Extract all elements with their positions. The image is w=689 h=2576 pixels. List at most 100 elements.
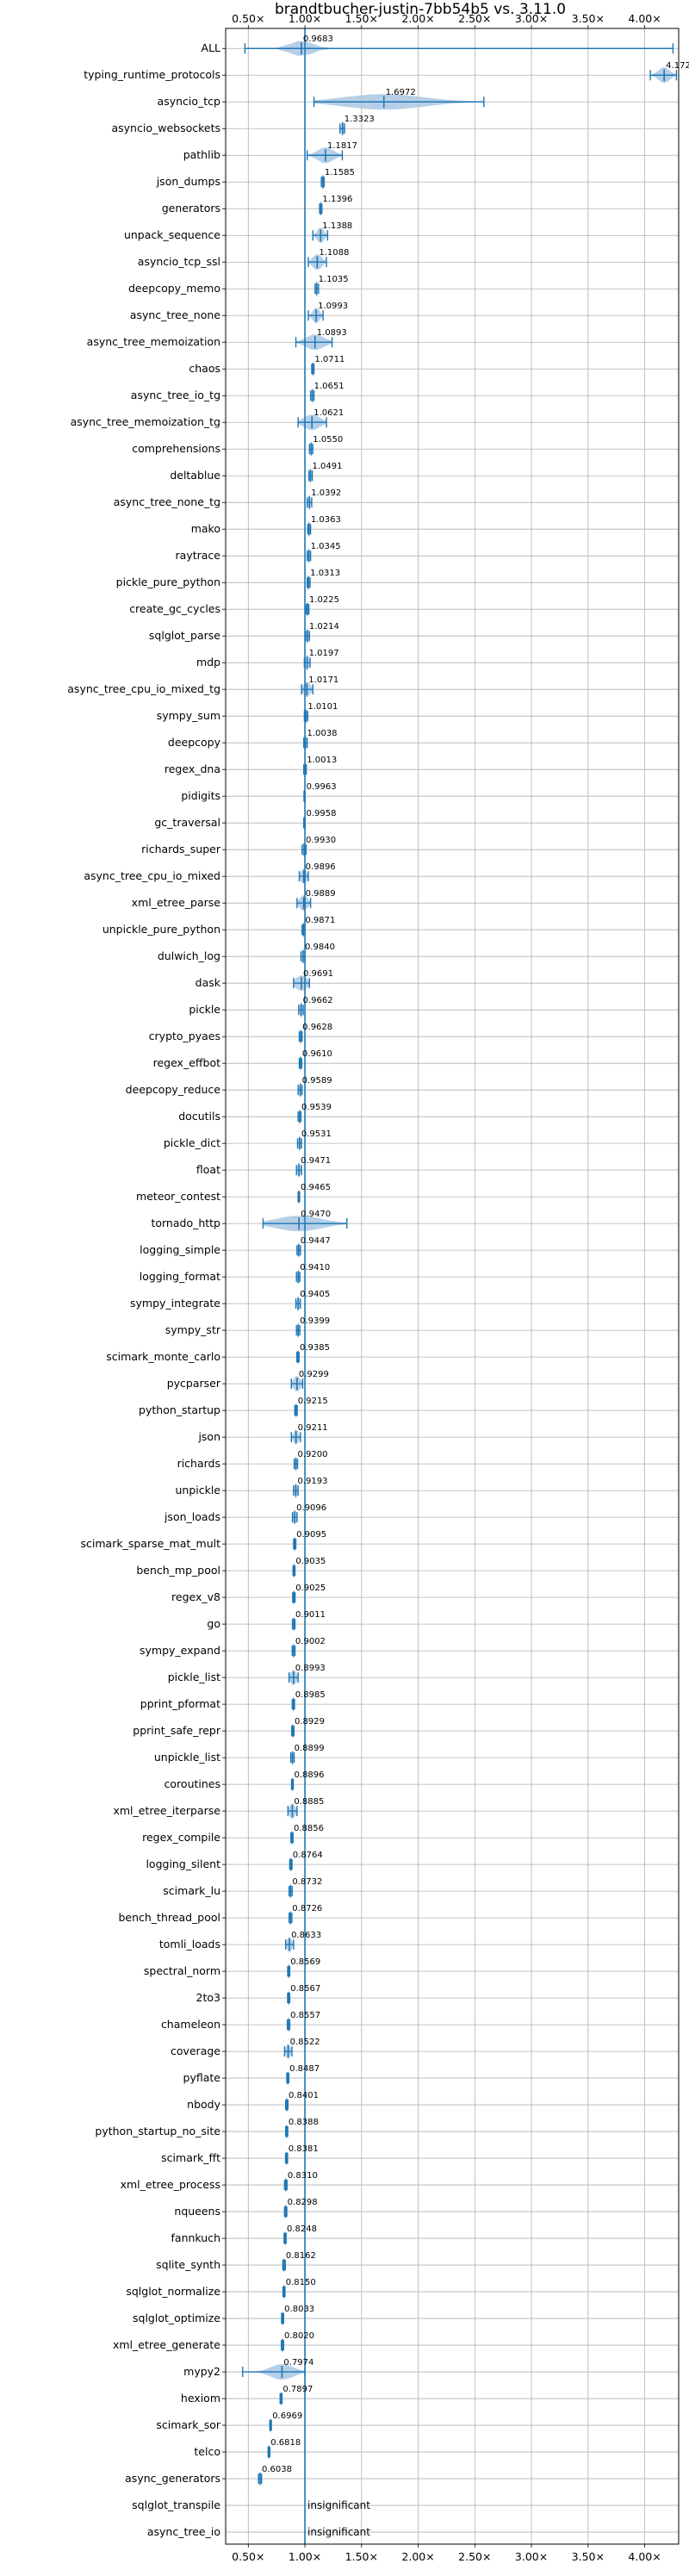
value-label: 0.6038 xyxy=(262,2465,292,2474)
y-tick-label: pickle_list xyxy=(168,1671,220,1683)
value-label: 0.9691 xyxy=(303,969,333,979)
value-label: 0.8150 xyxy=(286,2278,316,2287)
x-tick-label-bottom: 0.50× xyxy=(232,2550,264,2563)
value-label: 0.8381 xyxy=(289,2144,319,2154)
y-tick-label: scimark_fft xyxy=(161,2151,220,2164)
value-label: 0.8929 xyxy=(295,1717,325,1727)
y-tick-label: unpickle_pure_python xyxy=(102,923,220,936)
value-label: 0.8856 xyxy=(294,1824,324,1833)
y-tick-label: json_loads xyxy=(164,1510,220,1523)
value-label: 1.0101 xyxy=(307,702,338,712)
value-label: 0.8310 xyxy=(288,2171,318,2181)
x-tick-label-bottom: 1.50× xyxy=(345,2550,378,2563)
y-tick-label: sqlglot_parse xyxy=(149,629,220,642)
y-tick-label: unpickle xyxy=(175,1484,220,1496)
value-label: 0.8633 xyxy=(291,1931,321,1940)
chart-title: brandtbucher-justin-7bb54b5 vs. 3.11.0 xyxy=(275,1,566,18)
value-label: 0.9200 xyxy=(298,1450,328,1459)
x-tick-label-bottom: 2.50× xyxy=(458,2550,491,2563)
value-label: 1.0621 xyxy=(313,408,344,418)
y-tick-label: async_tree_io xyxy=(147,2525,220,2538)
y-tick-label: float xyxy=(196,1163,220,1176)
y-tick-label: xml_etree_parse xyxy=(132,896,221,909)
y-tick-label: sympy_str xyxy=(165,1323,221,1336)
x-tick-label-top: 0.50× xyxy=(232,12,264,25)
value-label: 0.8726 xyxy=(292,1904,322,1913)
y-tick-label: pickle_dict xyxy=(164,1136,220,1149)
y-tick-label: mako xyxy=(191,522,220,535)
value-label: 0.8248 xyxy=(287,2224,317,2234)
value-label: 0.9840 xyxy=(305,943,335,952)
y-tick-label: scimark_lu xyxy=(163,1884,220,1897)
value-label: 0.8896 xyxy=(295,1770,325,1780)
value-label: 0.7897 xyxy=(282,2385,313,2394)
value-label: 0.9465 xyxy=(301,1183,331,1192)
y-tick-label: deepcopy_reduce xyxy=(126,1083,221,1096)
y-tick-label: python_startup_no_site xyxy=(95,2125,220,2137)
value-label: 0.9470 xyxy=(301,1210,331,1219)
y-tick-label: unpickle_list xyxy=(154,1751,220,1764)
y-tick-label: richards xyxy=(177,1457,220,1470)
value-label: 0.9211 xyxy=(298,1423,328,1433)
value-label: 1.0993 xyxy=(318,302,348,311)
y-tick-label: async_tree_cpu_io_mixed_tg xyxy=(67,682,220,695)
y-tick-label: generators xyxy=(162,202,220,215)
label-layer: 0.9683 ALL 4.1721 typing_runtime_protocols 1… xyxy=(67,34,689,2538)
value-label: 0.6969 xyxy=(272,2411,302,2421)
value-label: 0.9539 xyxy=(301,1103,332,1112)
y-tick-label: ALL xyxy=(202,41,221,54)
value-label: 0.9095 xyxy=(296,1530,326,1540)
y-tick-label: hexiom xyxy=(181,2392,220,2405)
value-label: 1.0491 xyxy=(313,462,343,471)
value-label: 0.8985 xyxy=(295,1690,326,1700)
value-label: 1.0171 xyxy=(308,675,338,685)
value-label: 1.3323 xyxy=(344,115,375,124)
value-label: 0.9193 xyxy=(297,1477,327,1486)
value-label: 1.0651 xyxy=(314,382,344,391)
value-label: 1.0392 xyxy=(311,488,341,498)
y-tick-label: nqueens xyxy=(174,2205,220,2218)
x-tick-label-top: 2.50× xyxy=(458,12,491,25)
value-label: 0.8885 xyxy=(294,1797,324,1807)
y-tick-label: chameleon xyxy=(161,2018,220,2031)
y-tick-label: xml_etree_iterparse xyxy=(113,1804,220,1817)
y-tick-label: pathlib xyxy=(183,148,220,161)
y-tick-label: async_generators xyxy=(125,2472,220,2485)
value-label: 1.0225 xyxy=(309,595,339,605)
value-label: 0.9002 xyxy=(295,1637,326,1646)
y-tick-label: fannkuch xyxy=(171,2231,220,2244)
value-label: 0.9531 xyxy=(301,1129,332,1139)
y-tick-label: spectral_norm xyxy=(144,1964,220,1977)
value-label: 0.9447 xyxy=(301,1236,331,1246)
value-label: 0.9385 xyxy=(300,1343,330,1353)
x-tick-label-bottom: 3.50× xyxy=(572,2550,605,2563)
y-tick-label: deepcopy xyxy=(168,736,221,749)
y-tick-label: sqlglot_optimize xyxy=(133,2312,220,2324)
y-tick-label: pickle xyxy=(189,1003,220,1016)
y-tick-label: json_dumps xyxy=(156,175,220,188)
y-tick-label: coroutines xyxy=(164,1777,220,1790)
y-tick-label: deepcopy_memo xyxy=(128,282,220,295)
value-label: 1.0711 xyxy=(314,355,344,364)
y-tick-label: mypy2 xyxy=(183,2365,220,2378)
y-tick-label: xml_etree_generate xyxy=(113,2338,220,2351)
x-tick-label-bottom: 2.00× xyxy=(401,2550,434,2563)
value-label: 0.8567 xyxy=(290,1984,320,1994)
value-label: 0.6818 xyxy=(270,2438,301,2448)
y-tick-label: richards_super xyxy=(141,843,221,856)
insignificant-label: insignificant xyxy=(307,2526,370,2538)
y-tick-label: chaos xyxy=(189,362,220,375)
value-label: 0.9610 xyxy=(302,1049,332,1059)
value-label: 1.0345 xyxy=(311,542,341,551)
y-tick-label: asyncio_websockets xyxy=(111,121,220,134)
y-tick-label: regex_v8 xyxy=(171,1590,220,1603)
value-label: 0.8522 xyxy=(290,2038,320,2047)
y-tick-label: telco xyxy=(194,2445,220,2458)
value-label: 0.8899 xyxy=(295,1744,325,1753)
y-tick-label: pprint_pformat xyxy=(140,1697,220,1710)
y-tick-label: pprint_safe_repr xyxy=(133,1724,221,1737)
y-tick-label: scimark_sor xyxy=(156,2418,220,2431)
y-tick-label: comprehensions xyxy=(132,442,220,455)
y-tick-label: sympy_expand xyxy=(140,1644,220,1657)
y-tick-label: asyncio_tcp xyxy=(158,95,221,108)
